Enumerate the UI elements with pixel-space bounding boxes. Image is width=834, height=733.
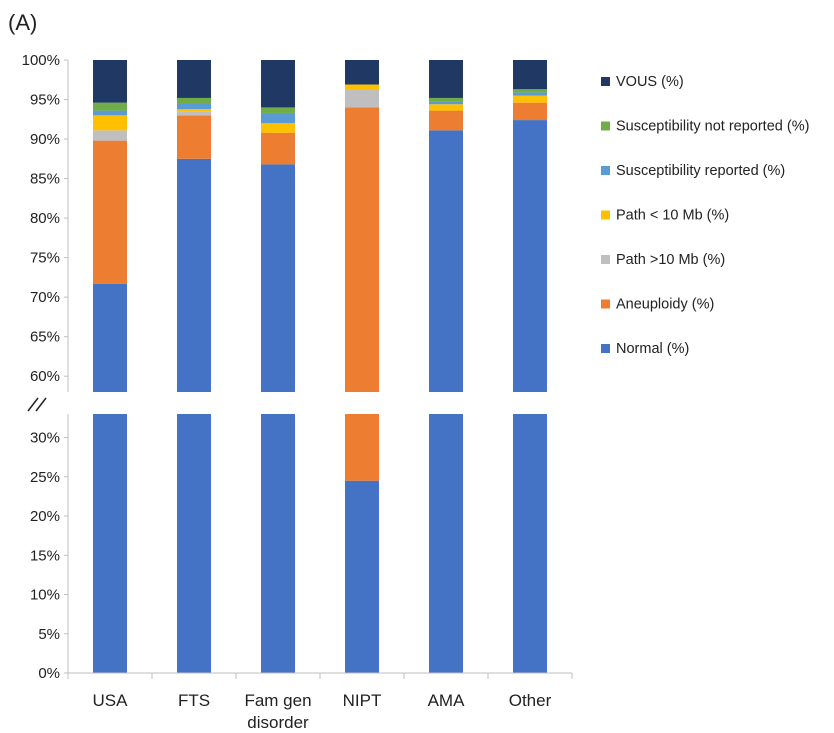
y-tick-label: 0%	[38, 665, 60, 682]
bar-segment-upper	[429, 101, 463, 105]
bar-segment-upper	[177, 97, 211, 104]
bar-segment-upper	[429, 110, 463, 131]
x-tick-label: AMA	[428, 691, 466, 710]
legend: VOUS (%) Susceptibility not reported (%) S…	[601, 74, 809, 357]
panel-label: (A)	[8, 10, 37, 35]
legend-label: Susceptibility reported (%)	[616, 163, 785, 179]
bar-segment-upper	[345, 90, 379, 108]
bar-segment-upper	[93, 115, 127, 131]
bar-segment-upper	[261, 60, 295, 108]
bar-segment-upper	[93, 60, 127, 103]
bar-segment-lower	[261, 414, 295, 673]
legend-item: Path < 10 Mb (%)	[601, 208, 729, 224]
legend-swatch	[601, 299, 610, 309]
legend-item: Normal (%)	[601, 341, 689, 357]
y-tick-label: 100%	[22, 52, 60, 69]
x-tick-label: FTS	[178, 691, 210, 710]
legend-item: Path >10 Mb (%)	[601, 252, 725, 268]
legend-label: Susceptibility not reported (%)	[616, 119, 809, 135]
bar-segment-lower	[345, 414, 379, 481]
bar-segment-lower	[429, 414, 463, 673]
bar-segment-lower	[93, 414, 127, 673]
bar-segment-upper	[177, 158, 211, 392]
legend-label: VOUS (%)	[616, 74, 684, 90]
legend-item: Aneuploidy (%)	[601, 297, 714, 313]
bars-group	[93, 60, 547, 673]
legend-label: Path >10 Mb (%)	[616, 252, 725, 268]
bar-segment-upper	[177, 111, 211, 116]
legend-label: Normal (%)	[616, 341, 689, 357]
axis-break-mark	[35, 397, 47, 412]
bar-segment-upper	[513, 120, 547, 393]
bar-segment-upper	[261, 112, 295, 124]
legend-swatch	[601, 344, 610, 353]
x-tick-label: Fam gen disorder	[244, 691, 311, 732]
legend-label: Path < 10 Mb (%)	[616, 208, 729, 224]
x-tick-label: USA	[93, 691, 129, 710]
bar-segment-upper	[513, 60, 547, 90]
bar-segment-upper	[177, 115, 211, 159]
bar-segment-upper	[429, 97, 463, 102]
bar-segment-lower	[513, 414, 547, 673]
bar-segment-upper	[177, 103, 211, 110]
y-tick-label: 15%	[30, 547, 60, 564]
bar-segment-upper	[513, 92, 547, 96]
bar-segment-upper	[513, 89, 547, 93]
bar-segment-lower	[345, 480, 379, 673]
bar-segment-upper	[93, 283, 127, 392]
y-tick-label: 75%	[30, 250, 60, 267]
bar-segment-upper	[345, 84, 379, 91]
bar-segment-upper	[345, 60, 379, 85]
x-tick-label: NIPT	[343, 691, 382, 710]
legend-label: Aneuploidy (%)	[616, 297, 714, 313]
bar-segment-lower	[177, 414, 211, 673]
legend-item: Susceptibility not reported (%)	[601, 119, 809, 135]
legend-swatch	[601, 77, 610, 86]
bar-segment-upper	[93, 130, 127, 141]
bar-segment-upper	[93, 110, 127, 116]
bar-segment-upper	[261, 164, 295, 392]
legend-swatch	[601, 210, 610, 220]
y-tick-label: 20%	[30, 508, 60, 525]
x-tick-label: Other	[509, 691, 552, 710]
bar-segment-upper	[345, 107, 379, 392]
y-tick-label: 25%	[30, 469, 60, 486]
y-tick-label: 5%	[38, 626, 60, 643]
legend-item: VOUS (%)	[601, 74, 684, 90]
y-tick-label: 80%	[30, 210, 60, 227]
bar-segment-upper	[177, 60, 211, 98]
y-tick-label: 65%	[30, 329, 60, 346]
y-tick-label: 85%	[30, 171, 60, 188]
bar-segment-upper	[261, 132, 295, 165]
bar-segment-upper	[93, 102, 127, 111]
legend-item: Susceptibility reported (%)	[601, 163, 785, 179]
bar-segment-upper	[429, 104, 463, 111]
bar-segment-upper	[93, 140, 127, 284]
bar-segment-upper	[261, 123, 295, 133]
y-tick-label: 10%	[30, 587, 60, 604]
bar-segment-upper	[429, 60, 463, 98]
legend-swatch	[601, 255, 610, 264]
bar-segment-upper	[177, 109, 211, 112]
legend-swatch	[601, 166, 610, 175]
axis-break-mark	[27, 397, 39, 412]
y-tick-label: 30%	[30, 430, 60, 447]
y-tick-label: 60%	[30, 368, 60, 385]
bar-segment-upper	[261, 107, 295, 113]
legend-swatch	[601, 121, 610, 131]
axes-group: 60% 65% 70% 75% 80% 85% 90% 95% 100% 0% 5% 10% 15% 20…	[22, 52, 573, 732]
bar-segment-upper	[513, 95, 547, 103]
y-tick-label: 90%	[30, 131, 60, 148]
bar-segment-upper	[513, 102, 547, 121]
bar-segment-upper	[429, 130, 463, 392]
y-tick-label: 95%	[30, 92, 60, 109]
y-tick-label: 70%	[30, 289, 60, 306]
